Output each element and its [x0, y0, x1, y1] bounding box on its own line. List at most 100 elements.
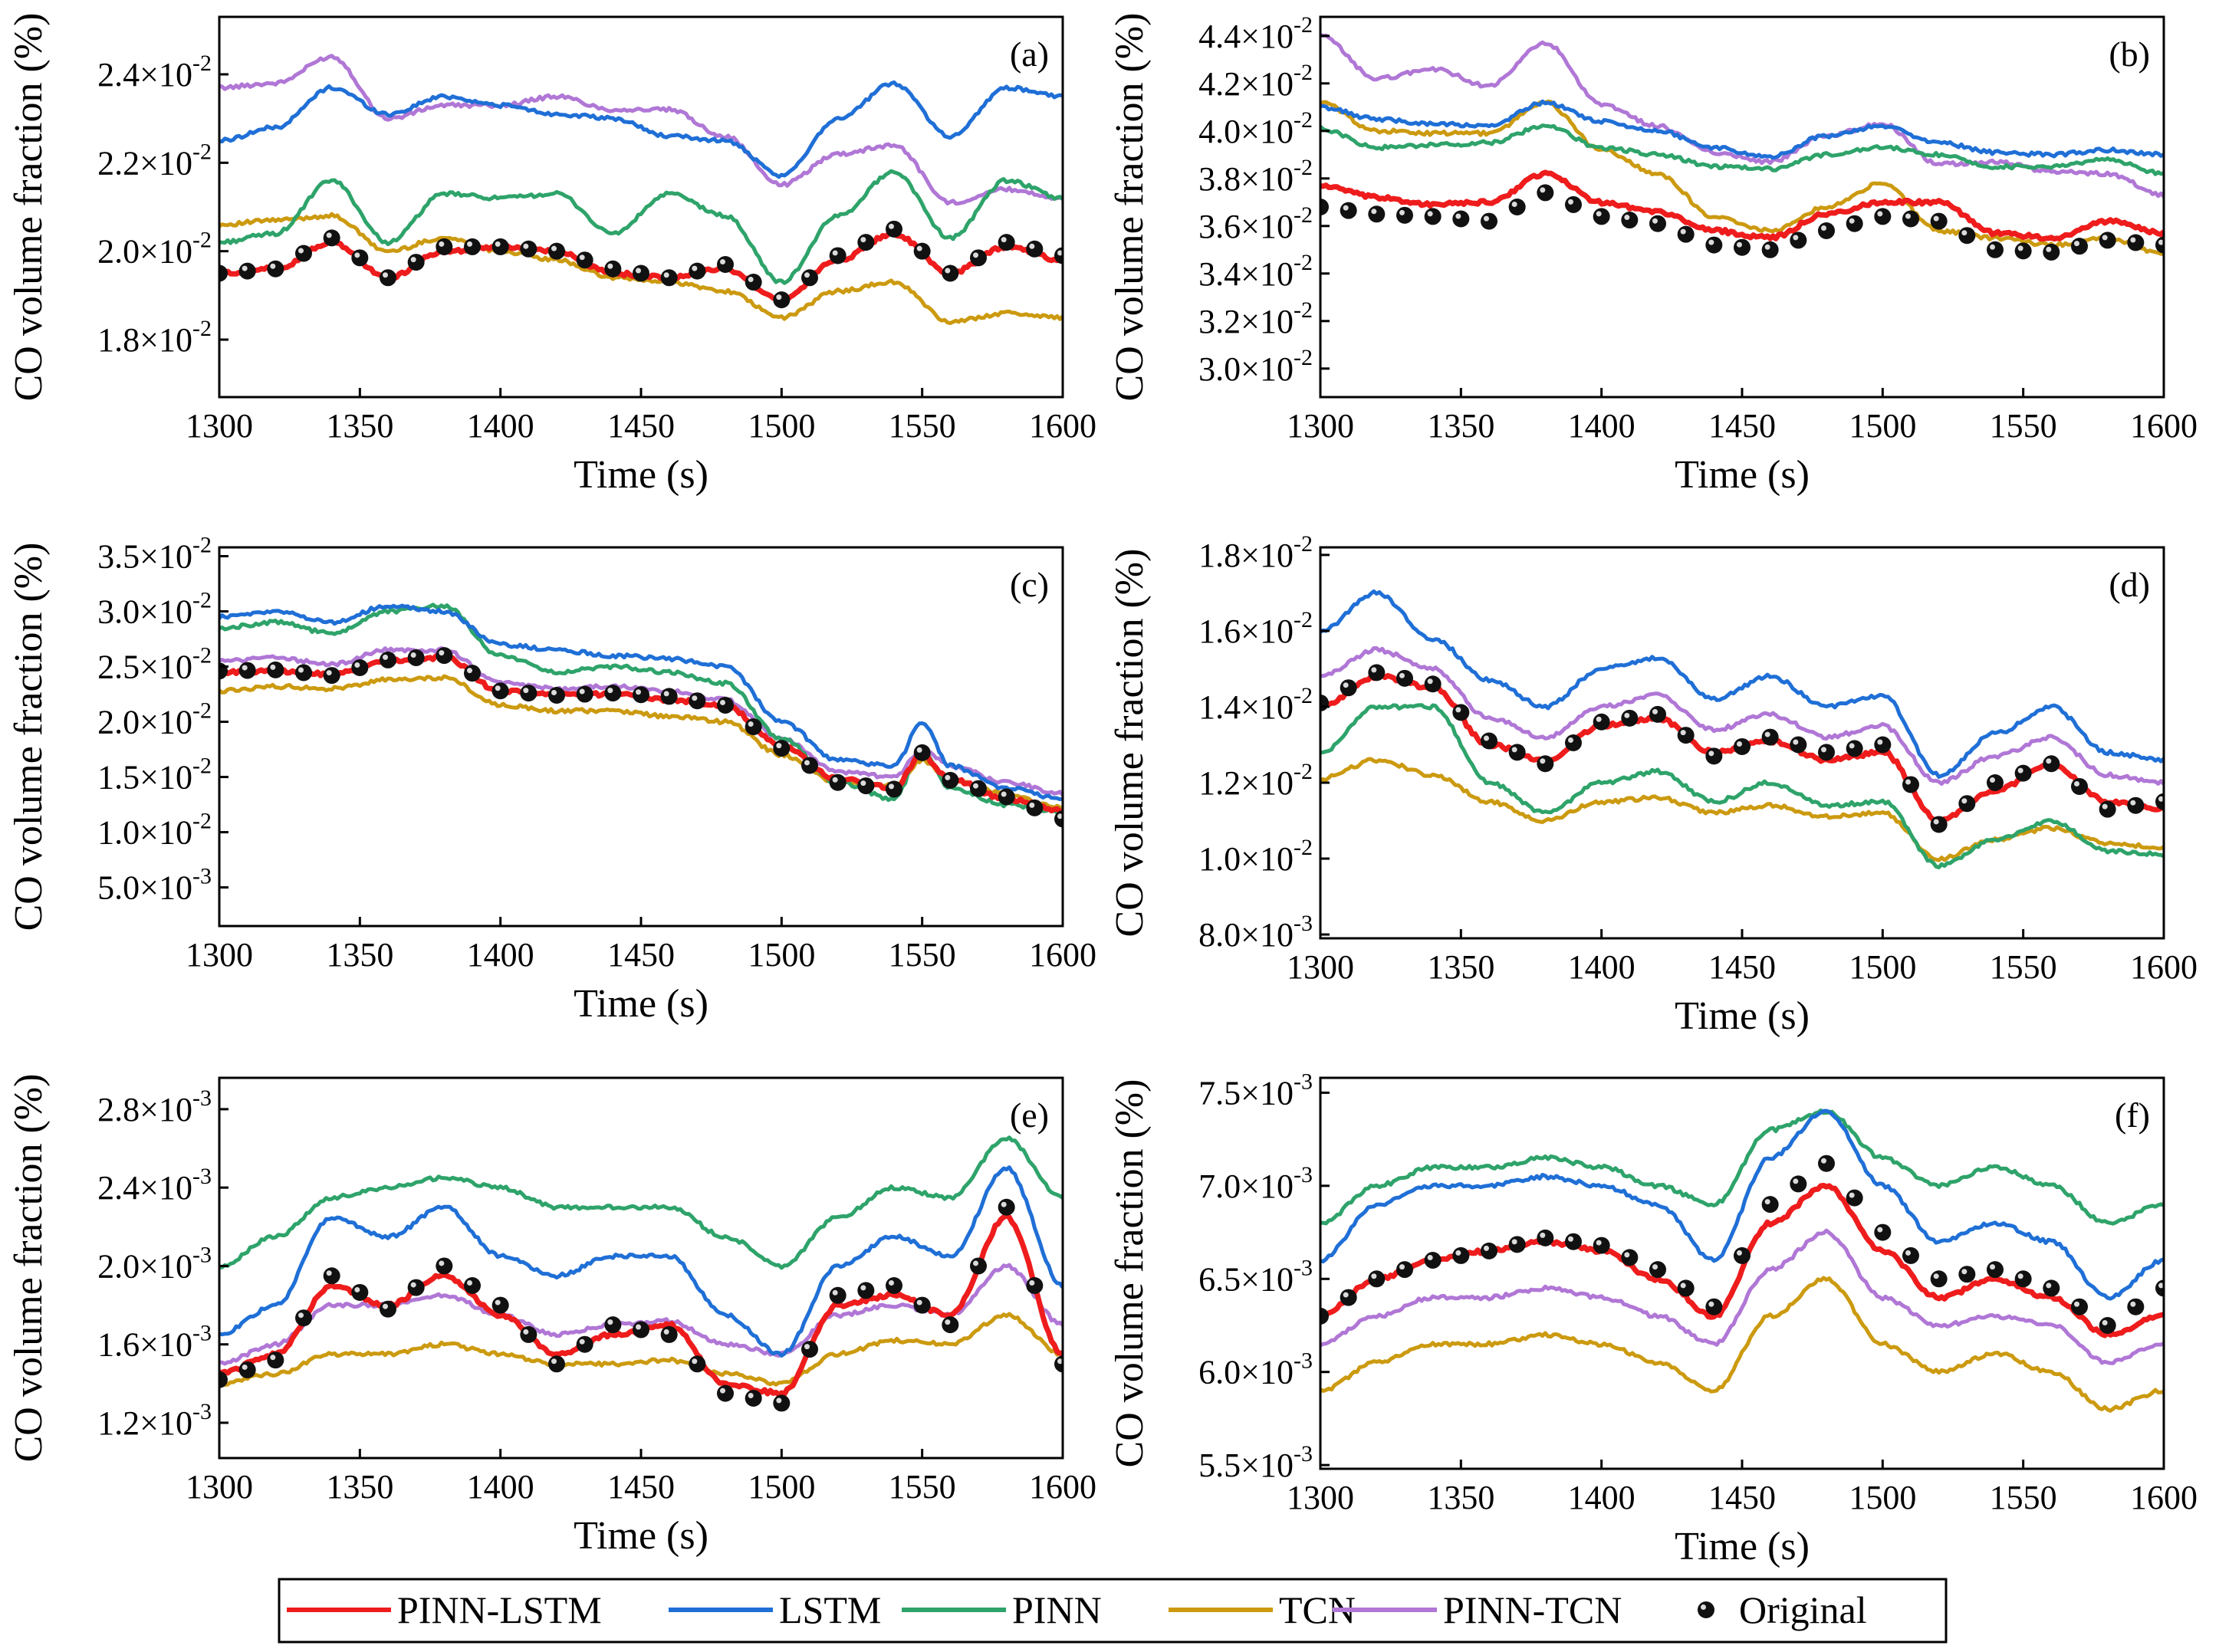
original-marker — [942, 264, 959, 282]
x-tick-label: 1500 — [748, 1468, 815, 1506]
series-line-tcn — [1320, 99, 2164, 257]
original-marker — [407, 254, 425, 271]
original-marker — [1930, 1270, 1948, 1288]
original-marker — [238, 662, 256, 679]
original-marker — [1481, 732, 1497, 750]
y-tick-label: 1.2×10-2 — [1198, 759, 1313, 802]
original-marker — [2043, 1279, 2060, 1297]
x-axis-title: Time (s) — [1675, 1525, 1810, 1568]
panel-label: (a) — [1010, 34, 1049, 74]
original-marker — [604, 260, 622, 278]
original-marker — [1026, 240, 1044, 258]
y-tick-label: 1.4×10-2 — [1198, 683, 1313, 726]
original-marker — [2014, 764, 2032, 782]
x-tick-label: 1400 — [1568, 407, 1635, 445]
original-marker — [1677, 225, 1695, 243]
y-tick-label: 2.0×10-2 — [97, 698, 212, 741]
original-marker — [491, 682, 509, 700]
original-marker — [998, 788, 1015, 806]
plot-frame — [218, 1076, 1064, 1460]
original-marker — [1396, 1261, 1413, 1279]
y-tick-label: 3.0×10-2 — [1198, 345, 1313, 388]
original-marker — [576, 1335, 593, 1353]
original-marker — [351, 249, 369, 267]
original-marker — [267, 661, 284, 678]
original-marker — [1481, 1242, 1497, 1260]
original-marker — [857, 1282, 875, 1299]
original-marker — [2155, 1279, 2164, 1297]
x-tick-label: 1500 — [748, 407, 815, 445]
original-marker — [633, 264, 649, 282]
y-tick-label: 4.2×10-2 — [1198, 60, 1313, 103]
x-axis-title: Time (s) — [1675, 994, 1810, 1038]
original-marker — [1565, 195, 1582, 213]
original-marker — [1508, 1236, 1526, 1253]
original-marker — [1734, 737, 1751, 755]
original-marker — [745, 1390, 762, 1407]
original-marker — [1705, 236, 1723, 254]
x-axis-title: Time (s) — [574, 1514, 708, 1558]
original-marker — [2071, 777, 2088, 795]
y-tick-label: 3.8×10-2 — [1198, 155, 1313, 198]
legend-item-pinn-lstm: PINN-LSTM — [287, 1588, 602, 1631]
y-axis-title: CO volume fraction (%) — [1108, 1079, 1152, 1468]
original-marker — [295, 245, 312, 262]
series-line-pinn-tcn — [1320, 646, 2164, 786]
series-line-pinn-lstm — [219, 653, 1063, 815]
original-marker — [773, 1394, 791, 1412]
original-marker — [380, 1300, 396, 1318]
original-marker — [2099, 232, 2116, 249]
plot-frame — [218, 15, 1064, 399]
original-marker — [1424, 1252, 1442, 1269]
original-marker — [1930, 816, 1948, 833]
original-marker — [604, 685, 622, 702]
original-marker — [1396, 669, 1413, 687]
y-tick-label: 7.0×10-3 — [1198, 1162, 1313, 1205]
legend-label: Original — [1739, 1588, 1867, 1631]
original-marker — [1026, 1277, 1044, 1295]
series-group — [1320, 1108, 2164, 1413]
x-tick-label: 1600 — [2130, 407, 2198, 445]
original-marker — [2127, 234, 2145, 251]
original-marker — [1368, 205, 1386, 223]
series-line-pinn-lstm — [1320, 169, 2164, 242]
panels: 1300 1350 1400 1450 1500 1550 1600 1.8×10-2 2.0×… — [7, 12, 2198, 1568]
series-line-tcn — [1320, 757, 2164, 862]
original-marker — [1734, 238, 1751, 256]
original-marker — [1818, 744, 1835, 761]
panel-a: 1300 1350 1400 1450 1500 1550 1600 1.8×10-2 2.0×… — [7, 13, 1096, 497]
original-marker — [219, 264, 228, 282]
original-marker — [633, 1321, 649, 1338]
original-marker — [942, 1316, 959, 1334]
plot-frame — [1319, 15, 2165, 399]
series-line-lstm — [1320, 1108, 2164, 1301]
original-marker — [1565, 1233, 1582, 1250]
plot-frame — [218, 546, 1064, 928]
original-marker — [323, 229, 340, 247]
original-marker — [2155, 236, 2164, 254]
x-tick-label: 1500 — [1849, 407, 1916, 445]
x-tick-label: 1400 — [1568, 1479, 1635, 1516]
original-marker — [520, 240, 537, 258]
original-marker — [1593, 208, 1610, 225]
x-axis-title: Time (s) — [574, 453, 708, 497]
x-tick-label: 1350 — [326, 936, 393, 974]
original-marker — [1368, 664, 1386, 681]
y-tick-label: 1.8×10-2 — [97, 316, 212, 359]
original-marker — [717, 1384, 734, 1402]
original-marker — [1818, 222, 1835, 239]
x-tick-label: 1300 — [186, 407, 253, 445]
original-marker — [1818, 1154, 1835, 1172]
original-marker — [689, 262, 706, 280]
panel-c: 1300 1350 1400 1450 1500 1550 1600 5.0×10-3 1.0×… — [7, 533, 1096, 1026]
x-tick-label: 1300 — [186, 1468, 253, 1506]
x-tick-label: 1400 — [467, 407, 534, 445]
y-tick-label: 2.0×10-2 — [97, 228, 212, 271]
original-marker — [295, 1309, 312, 1327]
original-marker — [829, 773, 847, 791]
original-marker — [1761, 1196, 1779, 1214]
series-line-pinn-tcn — [219, 54, 1063, 206]
original-marker — [1424, 675, 1442, 693]
original-marker — [1846, 215, 1863, 232]
